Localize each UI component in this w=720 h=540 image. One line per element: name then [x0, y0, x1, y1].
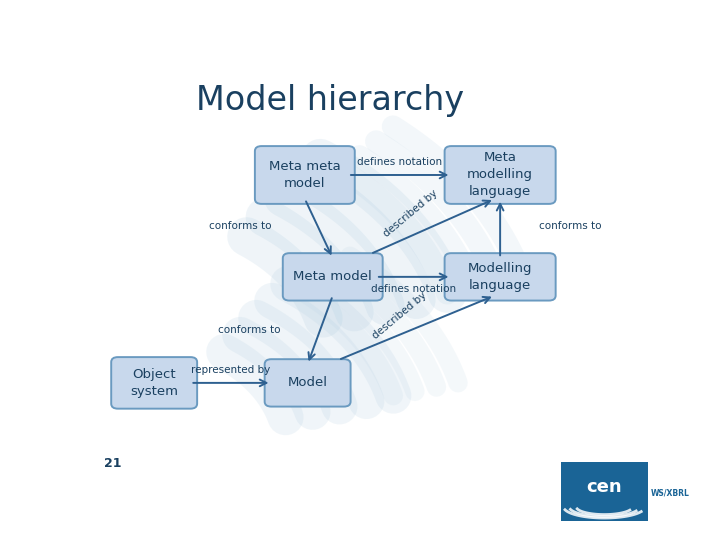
Text: conforms to: conforms to [539, 221, 601, 231]
Text: defines notation: defines notation [371, 285, 456, 294]
Text: Meta meta
model: Meta meta model [269, 160, 341, 190]
FancyBboxPatch shape [445, 146, 556, 204]
Text: defines notation: defines notation [357, 157, 442, 167]
Text: Modelling
language: Modelling language [468, 262, 532, 292]
FancyBboxPatch shape [265, 359, 351, 407]
FancyBboxPatch shape [111, 357, 197, 409]
Text: Model: Model [287, 376, 328, 389]
Text: 21: 21 [104, 457, 122, 470]
Text: conforms to: conforms to [217, 325, 280, 335]
Text: Object
system: Object system [130, 368, 178, 398]
Text: represented by: represented by [192, 366, 271, 375]
Text: conforms to: conforms to [210, 221, 272, 231]
FancyBboxPatch shape [255, 146, 355, 204]
FancyBboxPatch shape [561, 462, 648, 521]
Text: Model hierarchy: Model hierarchy [196, 84, 464, 117]
Text: described by: described by [371, 290, 428, 341]
FancyBboxPatch shape [445, 253, 556, 301]
Text: WS/XBRL: WS/XBRL [651, 488, 690, 497]
Text: described by: described by [381, 188, 439, 239]
FancyBboxPatch shape [283, 253, 382, 301]
Text: Meta
modelling
language: Meta modelling language [467, 152, 533, 199]
Text: Meta model: Meta model [293, 271, 372, 284]
Text: cen: cen [587, 478, 622, 496]
